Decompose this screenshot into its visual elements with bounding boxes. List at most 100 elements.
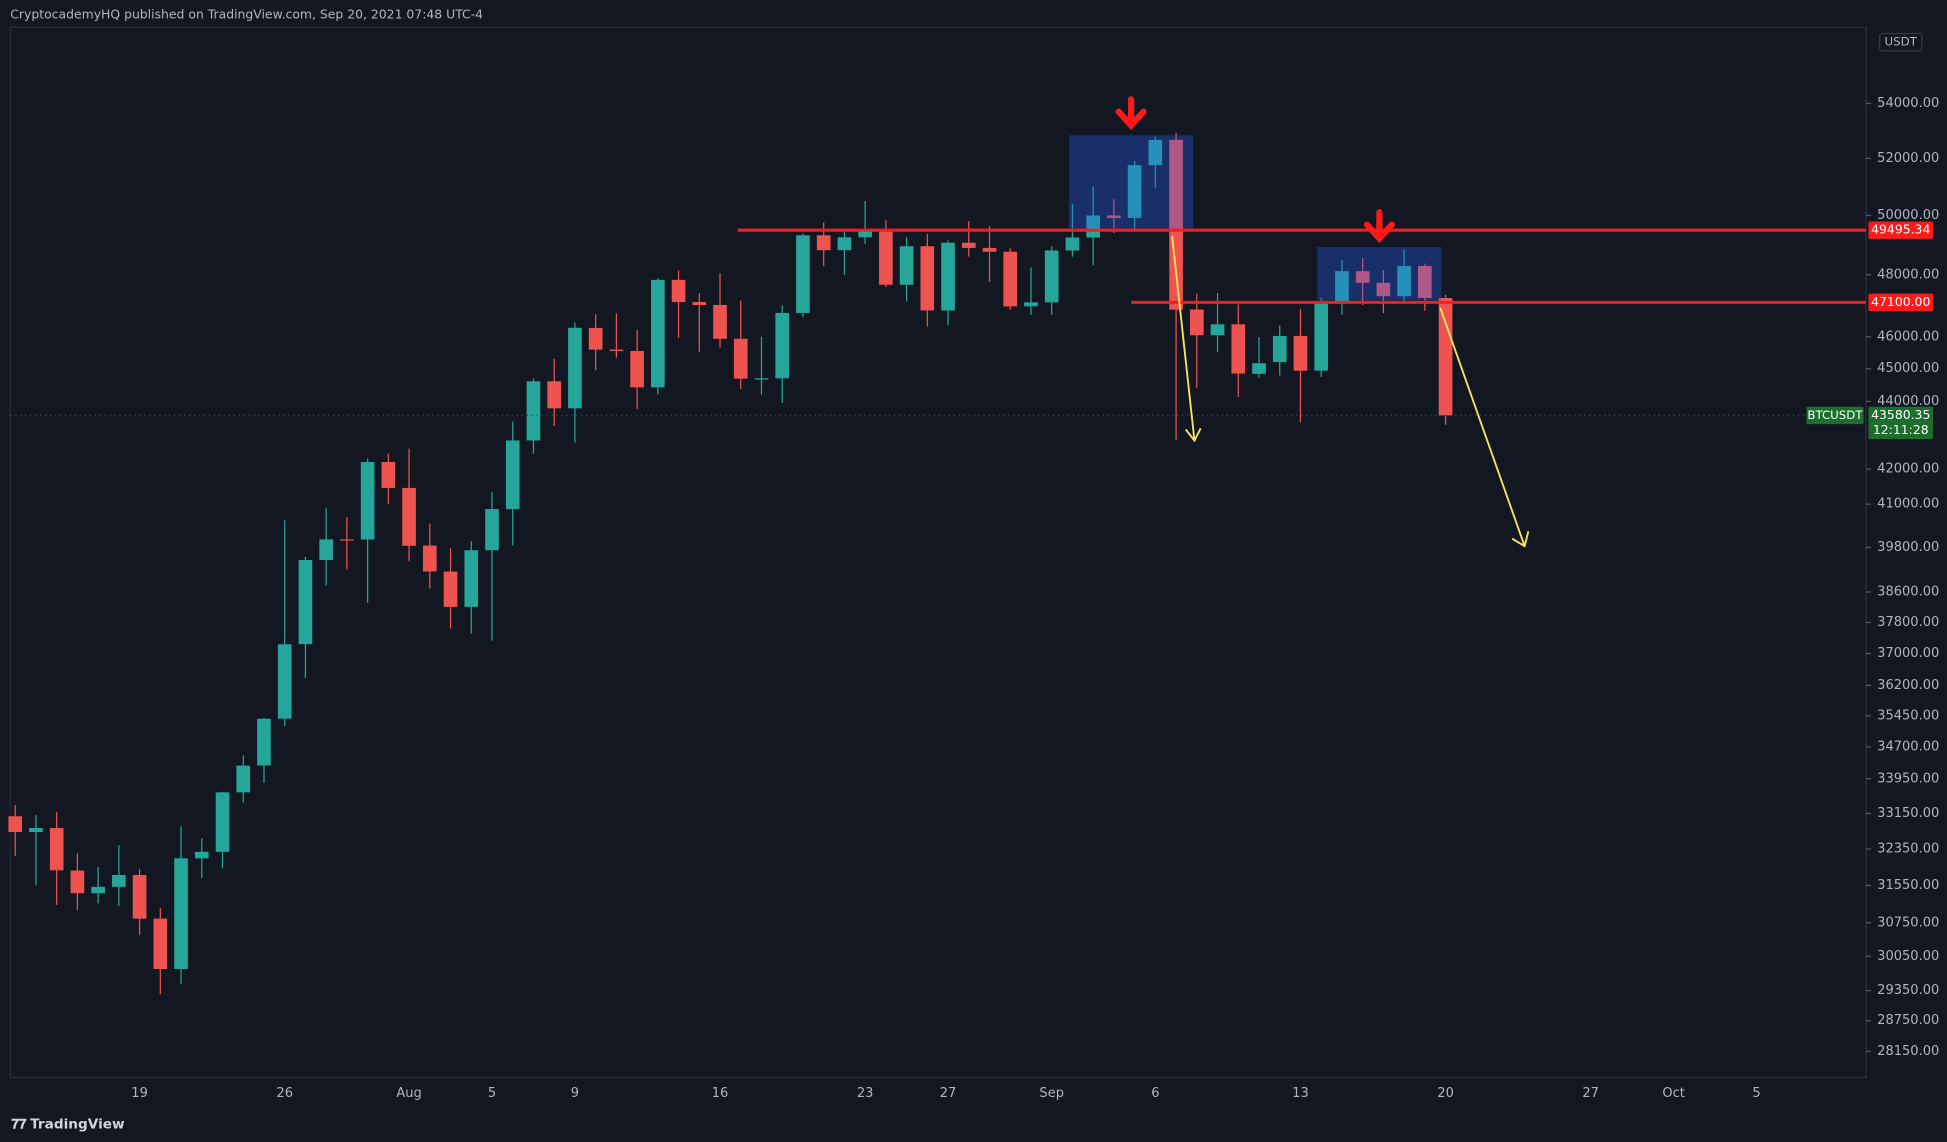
y-tick-label: 30750.00 (1877, 915, 1939, 930)
candle-body (443, 571, 458, 607)
y-tick-label: 52000.00 (1877, 151, 1939, 166)
y-tick-label: 37000.00 (1877, 646, 1939, 661)
y-tick-label: 32350.00 (1877, 842, 1939, 857)
candle-body (422, 545, 437, 572)
x-tick-label: 13 (1292, 1086, 1309, 1101)
candle-body (1355, 271, 1370, 283)
y-tick-label: 39800.00 (1877, 540, 1939, 555)
level-label: 47100.00 (1871, 294, 1930, 309)
candle-body (961, 242, 976, 248)
y-tick-label: 41000.00 (1877, 497, 1939, 512)
candle-body (1210, 324, 1225, 336)
candle-body (215, 792, 230, 852)
x-tick-label: 5 (1752, 1086, 1760, 1101)
candle-body (547, 381, 562, 409)
down-arrow (1363, 209, 1395, 243)
x-tick-label: 16 (712, 1086, 729, 1101)
candle-body (1024, 302, 1038, 307)
candle-body (651, 279, 665, 388)
candle-body (174, 858, 188, 969)
y-tick-label: 33150.00 (1877, 806, 1939, 821)
countdown-label: 12:11:28 (1873, 422, 1929, 437)
candle-body (858, 229, 872, 238)
candle-body (692, 302, 707, 305)
x-tick-label: 5 (488, 1086, 496, 1101)
x-tick-label: 19 (131, 1086, 148, 1101)
y-tick-label: 33950.00 (1877, 771, 1939, 786)
candle-body (1376, 282, 1391, 297)
candle-body (49, 828, 64, 871)
candle-body (1148, 139, 1163, 166)
y-tick-label: 31550.00 (1877, 878, 1939, 893)
x-tick-label: 27 (1582, 1086, 1599, 1101)
y-tick-label: 45000.00 (1877, 361, 1939, 376)
y-tick-label: 29350.00 (1877, 983, 1939, 998)
highlight-box (1069, 135, 1194, 229)
y-tick-label: 28750.00 (1877, 1013, 1939, 1028)
symbol-label: BTCUSDT (1807, 408, 1863, 422)
y-tick-label: 30050.00 (1877, 949, 1939, 964)
candle-body (754, 378, 769, 380)
candle-body (277, 644, 292, 719)
symbol-tag (1806, 406, 1864, 425)
x-tick-label: 20 (1437, 1086, 1454, 1101)
candle-body (70, 870, 85, 894)
plot: 19 26 Aug 5 9 16 23 27 Sep 6 13 20 27 Oct 5 (8, 132, 1866, 1101)
candle-body (132, 874, 147, 919)
candle-body (1438, 298, 1453, 416)
currency-box (1879, 32, 1923, 52)
candle-body (630, 351, 644, 388)
y-tick-label: 38600.00 (1877, 584, 1939, 599)
candle-body (298, 560, 313, 645)
projection-arrow (1171, 235, 1202, 443)
down-arrow (1115, 96, 1147, 130)
candle-body (1418, 265, 1432, 299)
candle-body (1397, 265, 1411, 297)
candle-body (464, 550, 479, 607)
level-tag (1868, 221, 1934, 239)
level-tag (1868, 293, 1934, 312)
candle-body (360, 462, 375, 540)
candle-body (505, 440, 520, 510)
candle-body (29, 828, 43, 833)
candle-body (257, 718, 271, 766)
candle-body (485, 509, 499, 551)
candle-body (319, 539, 333, 561)
candle-body (1335, 271, 1349, 303)
candle-body (1252, 363, 1266, 374)
candle-body (609, 349, 624, 352)
footer-brand[interactable]: TradingView (30, 1117, 125, 1133)
header-title: CryptocademyHQ published on TradingView.… (10, 6, 483, 21)
y-tick-label: 46000.00 (1877, 329, 1939, 344)
y-tick-label: 44000.00 (1877, 394, 1939, 409)
y-tick-label: 54000.00 (1877, 96, 1939, 111)
candle-body (1293, 335, 1308, 371)
projection-arrow (1439, 307, 1530, 548)
y-tick-label: 48000.00 (1877, 267, 1939, 282)
y-tick-label: 37800.00 (1877, 615, 1939, 630)
candle-body (713, 304, 727, 339)
price-axis: 54000.00 52000.00 50000.00 48000.00 46000.00… (1806, 32, 1939, 1059)
candle-body (526, 381, 541, 441)
candle-body (1127, 165, 1142, 218)
candle-body (8, 816, 23, 833)
x-tick-label: Sep (1039, 1086, 1064, 1101)
x-tick-label: Oct (1662, 1086, 1685, 1101)
candle-body (941, 242, 955, 311)
candle-body (1169, 139, 1183, 310)
candle-body (402, 487, 416, 546)
candle-body (671, 279, 686, 303)
candle-body (1107, 215, 1121, 218)
candle-body (381, 462, 396, 488)
candle-body (91, 886, 105, 894)
x-tick-label: 26 (276, 1086, 293, 1101)
candle-body (112, 874, 126, 887)
candle-body (236, 765, 251, 793)
candle-body (879, 229, 893, 285)
candle-body (899, 246, 914, 285)
candle-body (1189, 309, 1204, 336)
candle-body (1065, 237, 1080, 251)
candle-body (340, 539, 354, 541)
